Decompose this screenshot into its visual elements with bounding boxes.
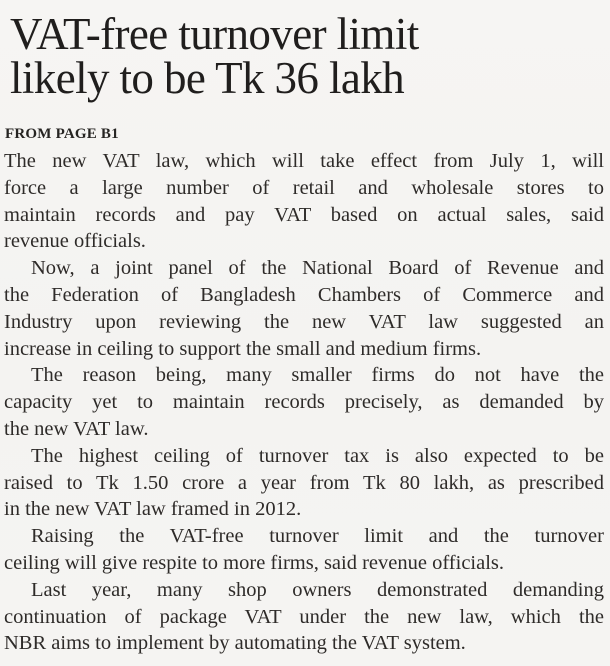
headline-line-2: likely to be Tk 36 lakh: [10, 53, 405, 103]
article-paragraph: Last year, many shop owners demonstrated…: [4, 577, 604, 657]
article-text-line: continuation of package VAT under the ne…: [4, 605, 604, 628]
article-paragraph: Raising the VAT-free turnover limit and …: [4, 523, 604, 577]
article-text-line: the new VAT law.: [4, 417, 149, 440]
article-text-line: in the new VAT law framed in 2012.: [4, 498, 302, 521]
article-text-line: capacity yet to maintain records precise…: [4, 391, 604, 414]
article-headline: VAT-free turnover limit likely to be Tk …: [10, 9, 604, 103]
article-text-line: maintain records and pay VAT based on ac…: [4, 203, 604, 226]
article-text-line: raised to Tk 1.50 crore a year from Tk 8…: [4, 471, 604, 494]
article-paragraph: The reason being, many smaller firms do …: [4, 362, 604, 442]
article-paragraph: Now, a joint panel of the National Board…: [4, 255, 604, 362]
article-text-line: the Federation of Bangladesh Chambers of…: [4, 283, 604, 306]
article-text-line: force a large number of retail and whole…: [4, 176, 604, 199]
article-text-line: NBR aims to implement by automating the …: [4, 632, 466, 655]
article-text-line: Industry upon reviewing the new VAT law …: [4, 310, 604, 333]
article-paragraph: The highest ceiling of turnover tax is a…: [4, 443, 604, 523]
article-text-line: ceiling will give respite to more firms,…: [4, 551, 505, 574]
article-text-line: The new VAT law, which will take effect …: [4, 150, 604, 172]
article-text-line: increase in ceiling to support the small…: [4, 337, 482, 360]
article-text-line: The reason being, many smaller firms do …: [31, 364, 604, 387]
article-text-line: Raising the VAT-free turnover limit and …: [31, 525, 604, 548]
article-text-line: Now, a joint panel of the National Board…: [31, 257, 604, 280]
article-text-line: Last year, many shop owners demonstrated…: [31, 578, 604, 601]
article-body: The new VAT law, which will take effect …: [4, 148, 604, 657]
headline-line-1: VAT-free turnover limit: [10, 9, 419, 59]
article-text-line: The highest ceiling of turnover tax is a…: [31, 444, 604, 467]
article-text-line: revenue officials.: [4, 230, 146, 253]
page-reference-kicker: FROM PAGE B1: [5, 126, 119, 142]
article-paragraph: The new VAT law, which will take effect …: [4, 148, 604, 255]
